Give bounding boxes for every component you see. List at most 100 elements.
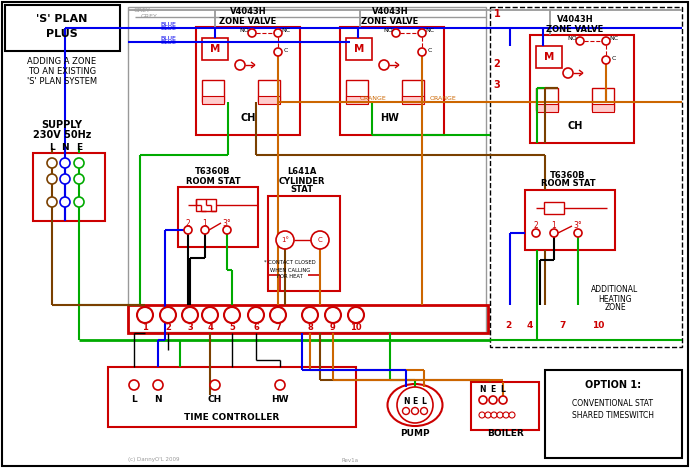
Circle shape: [248, 307, 264, 323]
Text: 2: 2: [493, 59, 500, 69]
Text: HW: HW: [271, 395, 288, 403]
Circle shape: [248, 29, 256, 37]
Circle shape: [418, 29, 426, 37]
Circle shape: [74, 158, 84, 168]
Circle shape: [550, 229, 558, 237]
Circle shape: [74, 197, 84, 207]
Bar: [346, 96, 368, 104]
Circle shape: [497, 412, 503, 418]
Circle shape: [201, 226, 209, 234]
Circle shape: [202, 307, 218, 323]
Text: C: C: [612, 56, 616, 60]
Circle shape: [392, 29, 400, 37]
Text: BLUE: BLUE: [160, 25, 176, 30]
Ellipse shape: [388, 384, 442, 426]
Text: T6360B: T6360B: [195, 168, 230, 176]
Circle shape: [418, 48, 426, 56]
Text: L: L: [49, 144, 55, 153]
Text: C: C: [428, 47, 432, 52]
Circle shape: [491, 412, 497, 418]
Circle shape: [270, 307, 286, 323]
Circle shape: [479, 412, 485, 418]
Text: L: L: [500, 386, 506, 395]
Text: 7: 7: [275, 323, 281, 332]
Text: N: N: [154, 395, 162, 403]
Bar: [346, 80, 368, 102]
Bar: [5, 5, 120, 51]
Text: 4: 4: [526, 321, 533, 329]
Text: 1: 1: [551, 221, 556, 231]
Text: 3: 3: [493, 80, 500, 90]
Bar: [471, 382, 539, 430]
Text: STAT: STAT: [290, 185, 313, 195]
Text: TO AN EXISTING: TO AN EXISTING: [28, 67, 96, 76]
Circle shape: [60, 174, 70, 184]
Circle shape: [60, 158, 70, 168]
Text: 10: 10: [351, 323, 362, 332]
Text: PLUS: PLUS: [46, 29, 78, 39]
Text: L: L: [131, 395, 137, 403]
Bar: [202, 80, 224, 102]
Text: BLUE: BLUE: [160, 22, 176, 27]
Text: M: M: [210, 44, 220, 54]
Text: 2: 2: [505, 321, 511, 329]
Text: E: E: [76, 144, 82, 153]
Text: ZONE VALVE: ZONE VALVE: [219, 16, 277, 25]
Circle shape: [223, 226, 231, 234]
Text: WHEN CALLING: WHEN CALLING: [270, 268, 310, 272]
Text: ZONE: ZONE: [604, 304, 626, 313]
Circle shape: [602, 37, 610, 45]
Text: SHARED TIMESWITCH: SHARED TIMESWITCH: [572, 410, 654, 419]
Circle shape: [60, 197, 70, 207]
Circle shape: [47, 158, 57, 168]
Circle shape: [160, 307, 176, 323]
Bar: [33, 153, 105, 221]
Text: NO: NO: [567, 37, 577, 42]
Text: 1°: 1°: [281, 237, 289, 243]
Bar: [490, 7, 682, 347]
Text: 3°: 3°: [223, 219, 231, 227]
Circle shape: [275, 380, 285, 390]
Text: CONVENTIONAL STAT: CONVENTIONAL STAT: [573, 398, 653, 408]
Text: E: E: [491, 386, 495, 395]
Circle shape: [182, 307, 198, 323]
Text: ROOM STAT: ROOM STAT: [541, 180, 595, 189]
Circle shape: [379, 60, 389, 70]
Text: GREY: GREY: [134, 8, 151, 14]
Bar: [258, 80, 280, 102]
Text: CH: CH: [208, 395, 222, 403]
Bar: [108, 367, 356, 427]
Text: N: N: [61, 144, 69, 153]
Circle shape: [274, 48, 282, 56]
Text: (c) DannyO'L 2009: (c) DannyO'L 2009: [128, 458, 179, 462]
Text: ORANGE: ORANGE: [430, 95, 457, 101]
Text: 3°: 3°: [573, 221, 582, 231]
Circle shape: [235, 60, 245, 70]
Circle shape: [184, 226, 192, 234]
Circle shape: [397, 387, 433, 423]
Text: 6: 6: [253, 323, 259, 332]
Bar: [346, 38, 372, 60]
Text: ZONE VALVE: ZONE VALVE: [546, 24, 604, 34]
Circle shape: [563, 68, 573, 78]
Text: NO: NO: [383, 29, 393, 34]
Text: NC: NC: [282, 29, 290, 34]
Bar: [202, 38, 228, 60]
Text: E: E: [413, 396, 417, 405]
Circle shape: [479, 396, 487, 404]
Bar: [128, 305, 488, 333]
Text: * CONTACT CLOSED: * CONTACT CLOSED: [264, 261, 316, 265]
Circle shape: [420, 408, 428, 415]
Circle shape: [274, 29, 282, 37]
Bar: [178, 187, 258, 247]
Text: 'S' PLAN: 'S' PLAN: [37, 14, 88, 24]
Text: 230V 50Hz: 230V 50Hz: [33, 130, 91, 140]
Circle shape: [224, 307, 240, 323]
Text: 5: 5: [229, 323, 235, 332]
Text: 8: 8: [307, 323, 313, 332]
Text: 2: 2: [533, 221, 538, 231]
Text: C: C: [317, 237, 322, 243]
Text: ADDITIONAL: ADDITIONAL: [591, 285, 639, 294]
Circle shape: [276, 231, 294, 249]
Text: 3: 3: [187, 323, 193, 332]
